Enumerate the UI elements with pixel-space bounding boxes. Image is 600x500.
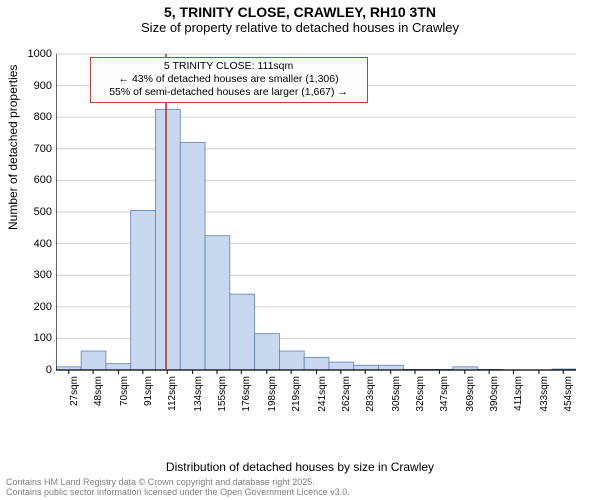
histogram-bar (279, 351, 304, 370)
y-tick-label: 800 (34, 111, 52, 123)
x-tick-label: 369sqm (465, 376, 476, 420)
y-tick-label: 200 (34, 301, 52, 313)
x-tick-label: 305sqm (391, 376, 402, 420)
footer-attribution: Contains HM Land Registry data © Crown c… (6, 478, 350, 498)
x-tick-label: 262sqm (341, 376, 352, 420)
annotation-box: 5 TRINITY CLOSE: 111sqm ← 43% of detache… (90, 57, 368, 102)
annotation-line1: 5 TRINITY CLOSE: 111sqm (95, 60, 363, 73)
x-tick-label: 433sqm (539, 376, 550, 420)
annotation-line2: ← 43% of detached houses are smaller (1,… (95, 73, 363, 86)
y-tick-label: 0 (46, 364, 52, 376)
histogram-bar (131, 210, 156, 370)
x-tick-label: 219sqm (291, 376, 302, 420)
chart-title: 5, TRINITY CLOSE, CRAWLEY, RH10 3TN (0, 4, 600, 20)
histogram-bar (180, 142, 205, 370)
histogram-bar (354, 365, 379, 370)
annotation-line3: 55% of semi-detached houses are larger (… (95, 86, 363, 99)
y-tick-label: 700 (34, 143, 52, 155)
x-tick-label: 411sqm (513, 376, 524, 420)
histogram-bar (379, 365, 404, 370)
histogram-bar (230, 294, 255, 370)
histogram-plot (56, 48, 576, 418)
y-axis-label: Number of detached properties (6, 65, 20, 230)
footer-line2: Contains public sector information licen… (6, 488, 350, 498)
x-tick-label: 176sqm (241, 376, 252, 420)
x-tick-label: 241sqm (317, 376, 328, 420)
histogram-bar (205, 236, 230, 370)
x-tick-label: 155sqm (217, 376, 228, 420)
x-axis-label: Distribution of detached houses by size … (0, 460, 600, 474)
histogram-bar (155, 109, 180, 370)
histogram-bar (255, 334, 280, 370)
histogram-bar (329, 362, 354, 370)
histogram-bar (81, 351, 106, 370)
x-tick-label: 347sqm (439, 376, 450, 420)
x-tick-label: 198sqm (267, 376, 278, 420)
histogram-bar (304, 357, 329, 370)
x-tick-label: 390sqm (489, 376, 500, 420)
y-tick-label: 900 (34, 80, 52, 92)
x-tick-label: 27sqm (69, 376, 80, 420)
y-tick-label: 100 (34, 332, 52, 344)
x-tick-label: 134sqm (193, 376, 204, 420)
chart-subtitle: Size of property relative to detached ho… (0, 20, 600, 35)
x-tick-label: 70sqm (119, 376, 130, 420)
y-tick-label: 600 (34, 174, 52, 186)
y-tick-label: 500 (34, 206, 52, 218)
x-tick-label: 48sqm (93, 376, 104, 420)
y-tick-label: 300 (34, 269, 52, 281)
y-tick-label: 1000 (28, 48, 52, 60)
x-tick-label: 112sqm (167, 376, 178, 420)
x-tick-label: 91sqm (143, 376, 154, 420)
chart-area: 5 TRINITY CLOSE: 111sqm ← 43% of detache… (56, 48, 576, 418)
x-tick-label: 326sqm (415, 376, 426, 420)
x-tick-label: 454sqm (563, 376, 574, 420)
y-tick-label: 400 (34, 238, 52, 250)
histogram-bar (106, 364, 131, 370)
x-tick-label: 283sqm (365, 376, 376, 420)
